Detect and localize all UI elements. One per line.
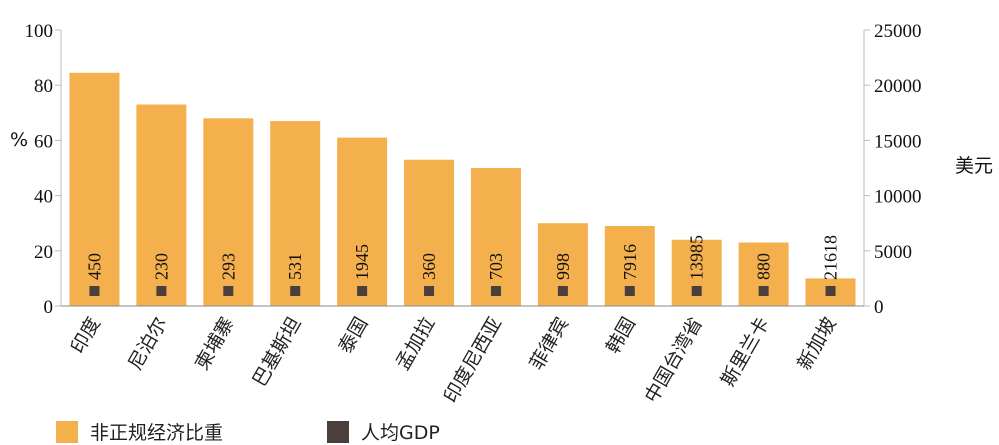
category-label: 菲律宾	[526, 314, 574, 374]
gdp-data-label: 998	[553, 253, 573, 280]
legend: 非正规经济比重 人均GDP	[56, 418, 544, 445]
legend-label-bar: 非正规经济比重	[90, 422, 224, 444]
bar	[203, 118, 254, 306]
category-label: 巴基斯坦	[248, 314, 305, 391]
legend-item-bar: 非正规经济比重	[56, 418, 223, 445]
gdp-data-label: 21618	[821, 235, 841, 280]
gdp-data-label: 450	[84, 253, 104, 280]
gdp-marker	[223, 286, 234, 296]
gdp-data-label: 13985	[687, 235, 707, 280]
left-tick-label: 0	[44, 297, 54, 318]
bar	[136, 104, 187, 307]
gdp-marker	[290, 286, 301, 296]
right-tick-label: 5000	[874, 242, 912, 263]
bar	[270, 121, 321, 306]
gdp-marker	[357, 286, 368, 296]
gdp-data-label: 360	[419, 253, 439, 280]
gdp-data-label: 703	[486, 253, 506, 280]
bar-series	[69, 72, 856, 307]
right-tick-label: 0	[874, 297, 884, 318]
gdp-marker	[758, 286, 769, 296]
left-tick-label: 40	[34, 187, 53, 208]
right-tick-label: 25000	[874, 21, 922, 42]
left-axis-title: %	[10, 129, 28, 151]
bar	[404, 159, 455, 306]
gdp-data-label: 230	[151, 253, 171, 280]
category-label: 印度	[67, 314, 105, 358]
right-axis-title: 美元	[955, 155, 993, 177]
gdp-data-label: 7916	[620, 244, 640, 280]
gdp-marker	[624, 286, 635, 296]
gdp-data-label: 293	[218, 253, 238, 280]
left-tick-label: 20	[34, 242, 53, 263]
gdp-marker	[424, 286, 435, 296]
category-label: 尼泊尔	[124, 314, 172, 374]
legend-label-marker: 人均GDP	[361, 422, 440, 444]
gdp-marker	[490, 286, 501, 296]
right-tick-label: 20000	[874, 76, 922, 97]
category-label: 柬埔寨	[191, 314, 239, 374]
gdp-marker	[156, 286, 167, 296]
bar	[337, 137, 388, 306]
left-tick-label: 80	[34, 76, 53, 97]
right-tick-label: 15000	[874, 131, 922, 152]
category-label: 泰国	[334, 314, 372, 358]
gdp-data-label: 880	[754, 253, 774, 280]
marker-series	[89, 286, 836, 296]
legend-item-marker: 人均GDP	[327, 418, 440, 445]
left-tick-label: 100	[25, 21, 54, 42]
category-label: 新加坡	[793, 314, 841, 374]
bar	[470, 168, 521, 306]
category-label: 斯里兰卡	[717, 314, 774, 391]
gdp-data-label: 1945	[352, 244, 372, 280]
left-axis-ticks: 0 20 40 60 80 100	[25, 21, 61, 318]
category-label: 中国台湾省	[640, 314, 707, 407]
category-label: 印度尼西亚	[440, 314, 507, 407]
left-tick-label: 60	[34, 131, 53, 152]
legend-swatch-marker	[327, 420, 350, 443]
category-label: 孟加拉	[392, 314, 440, 374]
right-tick-label: 10000	[874, 187, 922, 208]
gdp-marker	[557, 286, 568, 296]
category-label: 韩国	[602, 314, 640, 358]
category-labels: 印度 尼泊尔 柬埔寨 巴基斯坦 泰国 孟加拉 印度尼西亚 菲律宾 韩国 中国台湾省 斯里兰卡 新加坡	[67, 314, 841, 407]
data-labels: 450 230 293 531 1945 360 703 998 7916 13985 880 216…	[84, 235, 840, 280]
legend-swatch-bar	[56, 420, 78, 443]
gdp-marker	[89, 286, 100, 296]
right-axis-ticks: 0 5000 10000 15000 20000 25000	[864, 21, 922, 318]
gdp-data-label: 531	[285, 253, 305, 280]
gdp-marker	[691, 286, 702, 296]
bar	[69, 72, 120, 306]
gdp-marker	[825, 286, 836, 296]
